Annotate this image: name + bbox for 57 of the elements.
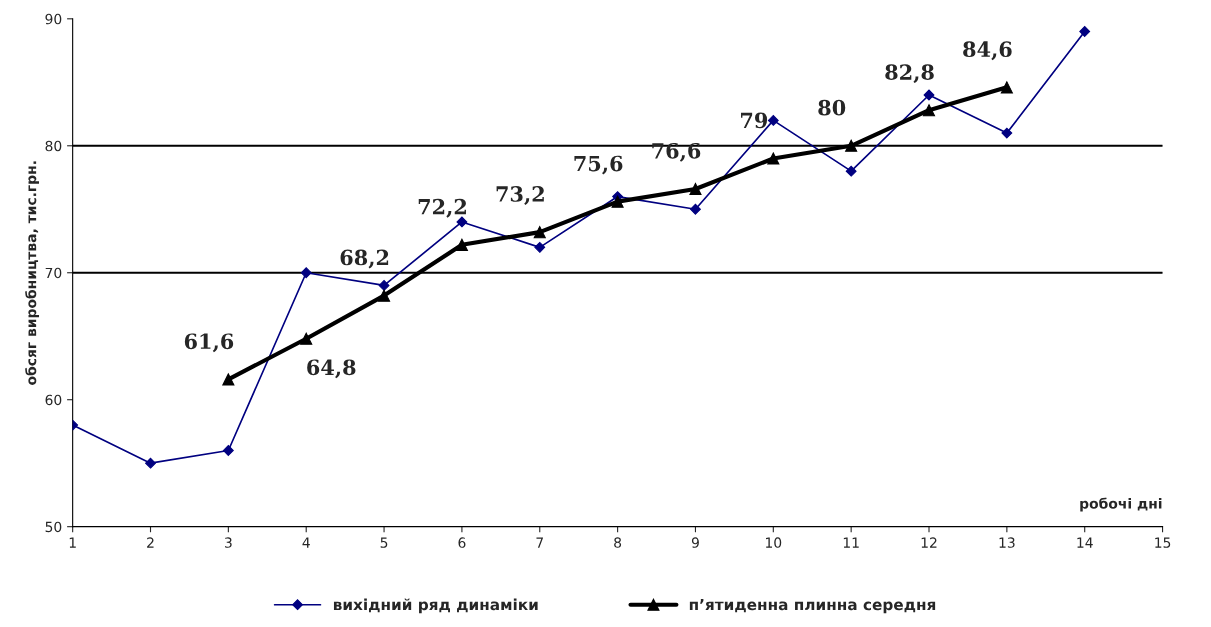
point — [534, 241, 546, 253]
legend-label: вихідний ряд динаміки — [333, 598, 538, 614]
point — [611, 195, 624, 208]
x-tick-label: 1 — [69, 537, 76, 548]
point — [690, 203, 701, 215]
x-tick-label: 14 — [1077, 537, 1093, 548]
y-tick-label: 80 — [45, 140, 62, 152]
point — [300, 267, 312, 279]
x-tick-label: 9 — [691, 537, 699, 548]
x-tick-label: 5 — [380, 537, 388, 548]
x-tick-label: 15 — [1155, 537, 1171, 548]
x-tick-label: 13 — [999, 537, 1015, 548]
point — [455, 238, 468, 251]
point — [378, 280, 390, 291]
point — [533, 226, 546, 239]
x-tick-label: 10 — [766, 537, 782, 548]
x-tick-label: 6 — [458, 537, 466, 548]
legend-label: п’ятиденна плинна середня — [689, 598, 936, 614]
x-axis-title: робочі дні — [1080, 497, 1162, 512]
y-axis-title: обсяг виробництва, тис.грн. — [25, 161, 40, 385]
point — [922, 104, 936, 117]
data-label: 73,2 — [496, 186, 544, 205]
data-label: 72,2 — [418, 198, 466, 218]
y-tick-label: 50 — [45, 521, 62, 533]
point — [767, 114, 779, 126]
x-tick-label: 2 — [147, 537, 154, 548]
point — [1001, 127, 1013, 139]
data-label: 64,8 — [307, 359, 356, 379]
x-tick-label: 11 — [843, 537, 859, 548]
point — [845, 139, 858, 152]
x-tick-label: 12 — [921, 537, 937, 548]
point — [145, 457, 156, 469]
point — [767, 152, 780, 165]
data-label: 76,6 — [652, 142, 701, 162]
point — [1079, 26, 1091, 37]
point — [222, 445, 234, 456]
point — [377, 289, 391, 302]
y-tick-label: 60 — [45, 394, 62, 406]
data-label: 84,6 — [963, 41, 1012, 61]
data-label: 75,6 — [574, 155, 623, 175]
x-tick-label: 7 — [536, 537, 543, 548]
x-tick-label: 8 — [614, 537, 622, 548]
data-label: 79 — [741, 112, 768, 129]
data-label: 68,2 — [340, 249, 389, 269]
data-label: 82,8 — [885, 64, 934, 84]
x-tick-label: 3 — [225, 537, 232, 548]
point — [1000, 81, 1013, 94]
data-label: 61,6 — [184, 333, 234, 353]
x-tick-label: 4 — [302, 537, 310, 548]
point — [689, 182, 702, 196]
y-tick-label: 90 — [45, 13, 62, 25]
point — [923, 89, 935, 101]
point — [300, 332, 313, 345]
point — [845, 165, 857, 177]
data-label: 80 — [818, 99, 846, 116]
y-tick-label: 70 — [45, 267, 62, 279]
point — [222, 373, 235, 386]
